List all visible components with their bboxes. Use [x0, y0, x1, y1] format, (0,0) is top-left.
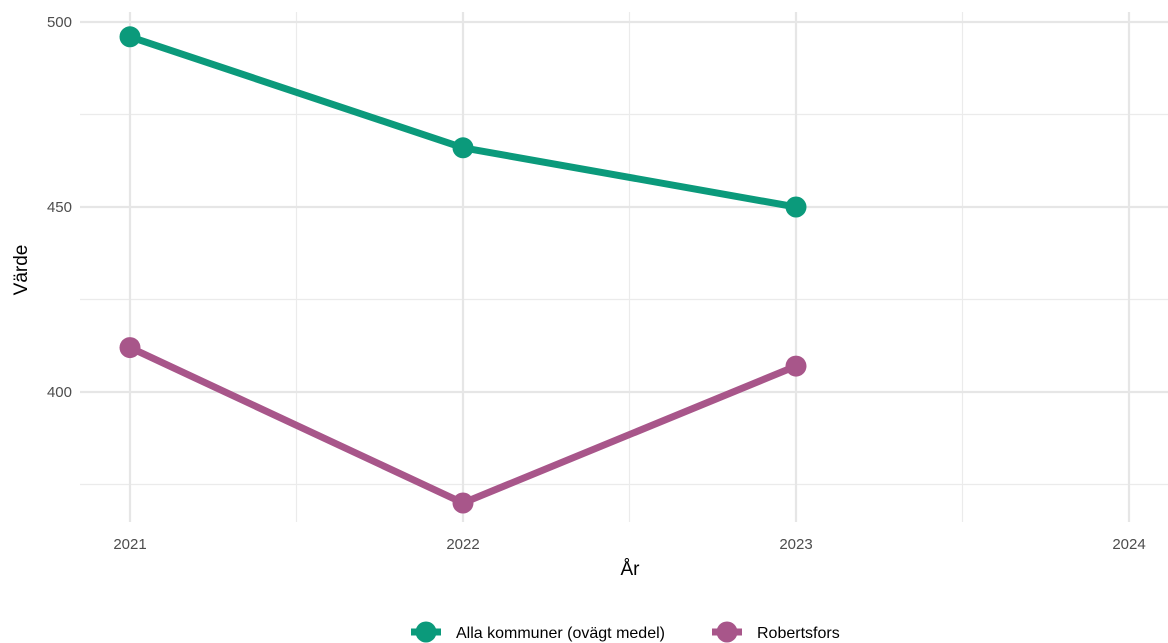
x-tick-label: 2024 [1112, 536, 1145, 553]
data-point [452, 137, 474, 159]
legend-label: Robertsfors [757, 625, 840, 642]
major-gridlines [80, 12, 1168, 522]
series-0 [119, 26, 807, 218]
legend-key-point [716, 621, 738, 643]
series-layer [119, 26, 807, 514]
data-point [119, 26, 141, 48]
y-tick-label: 450 [47, 199, 72, 216]
x-tick-label: 2022 [446, 536, 479, 553]
x-tick-label: 2021 [113, 536, 146, 553]
x-tick-label: 2023 [779, 536, 812, 553]
legend-item: Alla kommuner (ovägt medel) [411, 621, 665, 643]
data-point [452, 492, 474, 514]
y-axis-title: Värde [11, 245, 32, 296]
data-point [785, 355, 807, 377]
legend-item: Robertsfors [712, 621, 840, 643]
series-1 [119, 337, 807, 514]
y-tick-label: 500 [47, 14, 72, 31]
data-point [785, 196, 807, 218]
y-axis-ticks: 400 450 500 [47, 14, 72, 401]
minor-gridlines [80, 12, 1168, 522]
x-axis-ticks: 2021 2022 2023 2024 [113, 536, 1145, 553]
legend: Alla kommuner (ovägt medel) Robertsfors [411, 621, 840, 643]
legend-key-point [415, 621, 437, 643]
data-point [119, 337, 141, 359]
y-tick-label: 400 [47, 384, 72, 401]
legend-label: Alla kommuner (ovägt medel) [456, 625, 665, 642]
x-axis-title: År [621, 559, 641, 580]
